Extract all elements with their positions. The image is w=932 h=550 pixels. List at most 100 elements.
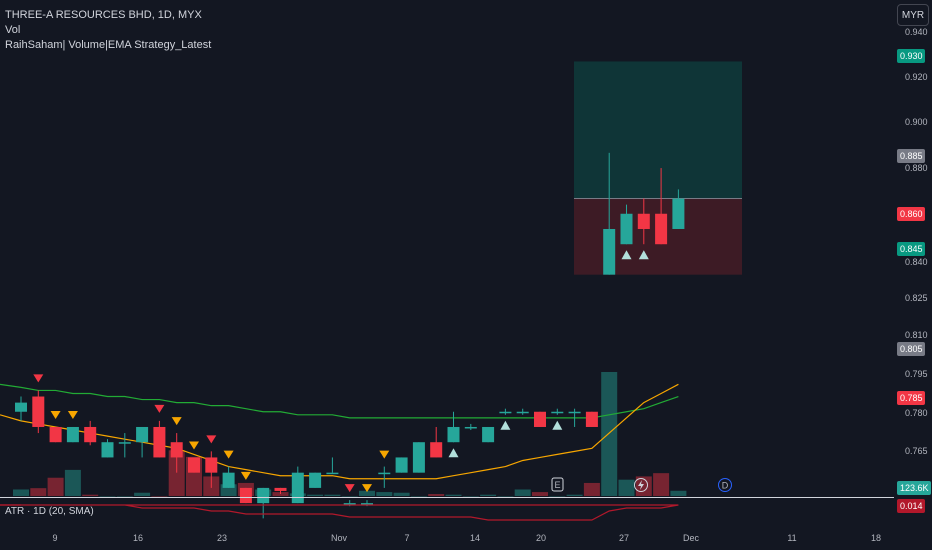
atr-line <box>0 504 679 521</box>
volume-bar <box>116 496 133 497</box>
sell-signal-marker <box>223 450 234 459</box>
candles <box>15 152 685 519</box>
candle-up <box>620 213 633 245</box>
buy-signal-marker <box>638 250 649 260</box>
volume-bar <box>410 496 427 497</box>
volume-bar <box>64 469 81 496</box>
volume-bar <box>583 482 600 496</box>
time-tick-label: 14 <box>470 533 480 543</box>
candle-down <box>239 487 252 504</box>
volume-indicator-label[interactable]: Vol <box>5 24 21 36</box>
volume-bar <box>393 492 410 496</box>
volume-bar <box>359 490 375 496</box>
price-tick-label: 0.765 <box>905 446 928 456</box>
sell-signal-marker <box>50 410 61 419</box>
volume-bar <box>566 494 583 496</box>
price-tag-bg <box>897 499 925 513</box>
time-tick-label: 11 <box>787 533 796 543</box>
time-tick-label: 16 <box>133 533 143 543</box>
candle-down <box>84 426 97 443</box>
lightning-icon <box>638 480 644 490</box>
volume-bar <box>445 494 462 496</box>
volume-bar <box>168 450 185 496</box>
candle-down <box>205 457 218 473</box>
time-axis: 9 16 23 Nov 7 14 20 27 Dec 11 18 <box>52 533 881 543</box>
candle-up <box>291 472 304 504</box>
ema-slow-line <box>20 386 679 419</box>
price-tick-label: 0.825 <box>905 293 928 303</box>
earnings-marker <box>551 477 564 492</box>
time-tick-label: 27 <box>619 533 629 543</box>
volume-bar <box>549 496 566 497</box>
price-tag-label: 0.785 <box>900 393 923 403</box>
sell-signal-marker <box>67 410 78 419</box>
atr-indicator-label[interactable]: ATR · 1D (20, SMA) <box>5 506 94 517</box>
currency-button[interactable]: MYR <box>897 4 929 26</box>
buy-signal-marker <box>448 448 459 458</box>
ema-fast-line <box>20 383 679 480</box>
buy-signal-marker <box>552 420 563 430</box>
price-tag: 0.845 <box>897 242 925 256</box>
ema-lines <box>0 383 679 480</box>
price-tag-label: 0.860 <box>900 209 923 219</box>
candle-up <box>326 472 339 475</box>
chart-legend: THREE-A RESOURCES BHD, 1D, MYX Vol RaihS… <box>5 8 211 53</box>
sell-signal-marker <box>379 450 390 459</box>
candle-up <box>101 442 114 458</box>
price-tick-label: 0.920 <box>905 72 928 82</box>
target-zone <box>574 61 742 199</box>
price-tag-bg <box>897 207 925 221</box>
price-tag-label: 123.6K <box>900 483 929 493</box>
price-tag-bg <box>897 149 925 163</box>
volume-bar <box>376 492 393 496</box>
candle-down <box>655 213 668 245</box>
strategy-indicator-label[interactable]: RaihSaham| Volume|EMA Strategy_Latest <box>5 39 212 51</box>
volume-bar <box>82 494 99 496</box>
candle-up <box>516 411 529 414</box>
price-tag-bg <box>897 342 925 356</box>
volume-bar <box>341 496 358 497</box>
buy-signal-marker <box>500 420 511 430</box>
candle-up <box>499 411 512 414</box>
price-tag-label: 0.845 <box>900 244 923 254</box>
candle-up <box>118 442 131 444</box>
candle-up <box>672 198 685 229</box>
sell-signal-marker <box>344 484 355 493</box>
price-tag-label: 0.014 <box>900 501 923 511</box>
candle-up <box>257 487 270 504</box>
price-tag: 0.930 <box>897 49 925 63</box>
candle-up <box>136 426 149 443</box>
volume-bar <box>47 477 64 496</box>
price-tag: 0.885 <box>897 149 925 163</box>
price-tick-label: 0.795 <box>905 369 928 379</box>
candle-up <box>551 411 564 414</box>
dividend-marker-label: D <box>722 481 729 491</box>
candle-down <box>585 411 598 427</box>
price-tag-label: 0.805 <box>900 344 923 354</box>
candle-down <box>274 487 287 491</box>
candle-up <box>15 402 27 412</box>
candle-down <box>32 396 45 427</box>
price-tag-bg <box>897 49 925 63</box>
candle-up <box>66 426 79 443</box>
volume-bar <box>514 489 531 496</box>
volume-bar <box>99 496 116 497</box>
volume-bar <box>134 492 151 496</box>
time-tick-label: 7 <box>404 533 409 543</box>
price-tick-label: 0.940 <box>905 27 928 37</box>
volume-bar <box>480 494 497 496</box>
sell-signal-marker <box>240 471 251 480</box>
sell-signal-marker <box>171 417 182 426</box>
candle-up <box>395 457 408 473</box>
candle-up <box>309 472 322 488</box>
volume-bar <box>497 496 514 497</box>
symbol-title[interactable]: THREE-A RESOURCES BHD, 1D, MYX <box>5 9 202 21</box>
price-tag-bg <box>897 391 925 405</box>
signal-markers <box>33 250 649 493</box>
price-tick-label: 0.780 <box>905 408 928 418</box>
volume-bar <box>324 494 341 496</box>
price-tag-bg <box>897 481 931 495</box>
time-tick-label: 9 <box>52 533 57 543</box>
candle-down <box>153 426 166 458</box>
